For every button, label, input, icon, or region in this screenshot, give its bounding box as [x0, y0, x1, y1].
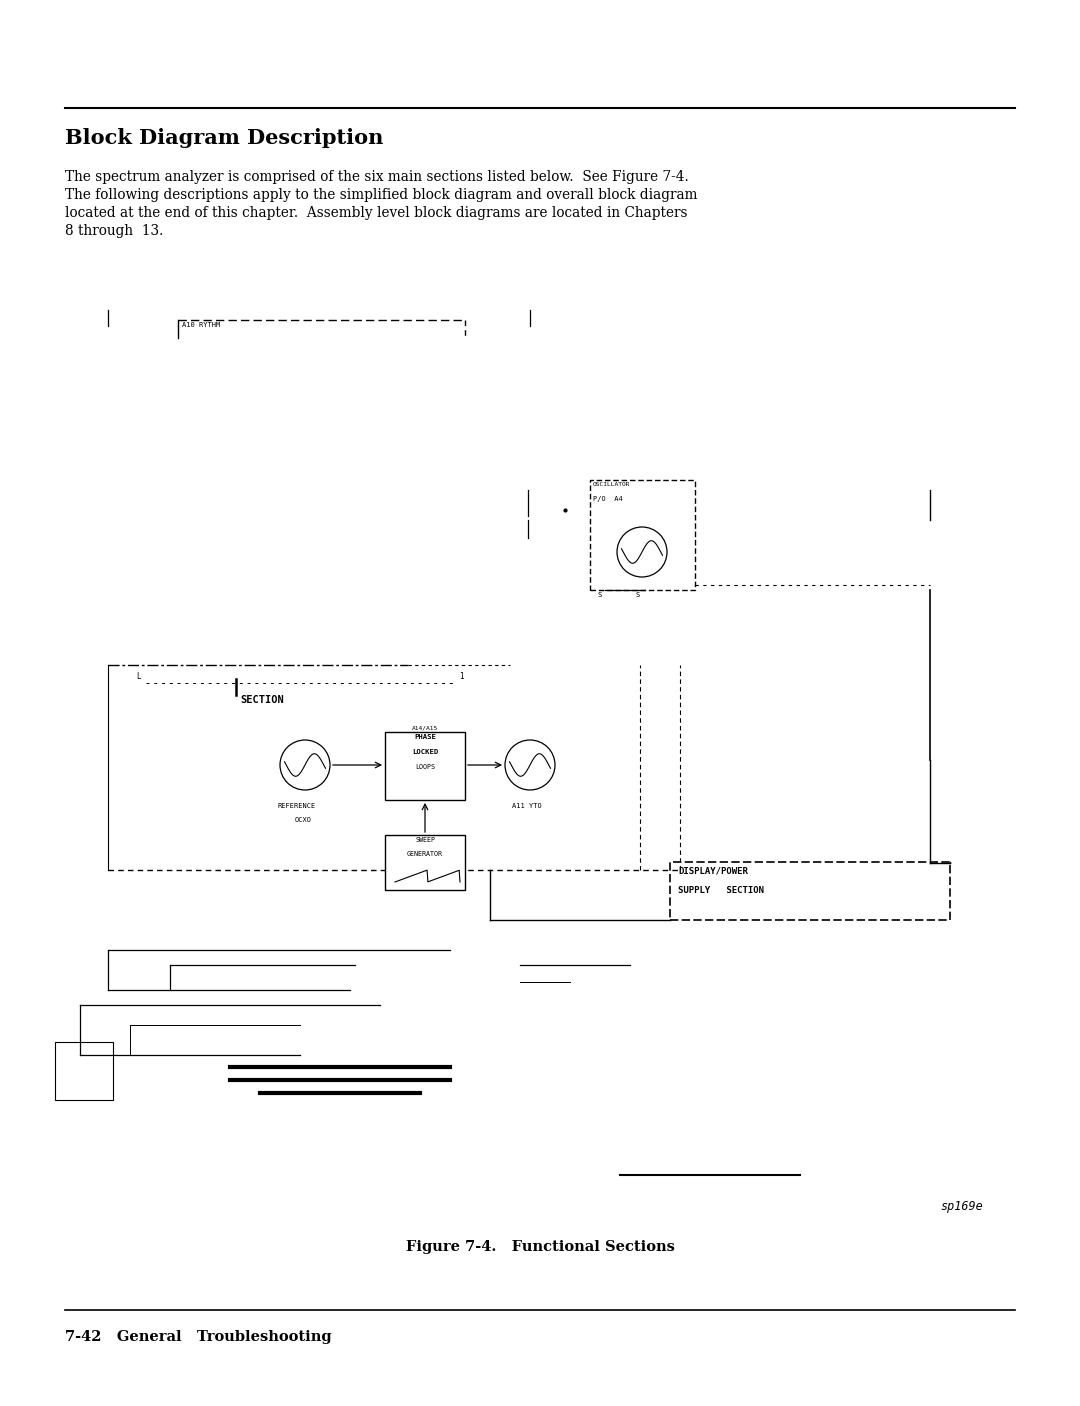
Text: DISPLAY/POWER: DISPLAY/POWER	[678, 866, 747, 875]
Bar	[590, 479, 696, 591]
Text: A10 RYTHM: A10 RYTHM	[183, 322, 220, 328]
Text: The spectrum analyzer is comprised of the six main sections listed below.  See F: The spectrum analyzer is comprised of th…	[65, 170, 689, 184]
Bar	[384, 733, 465, 800]
Text: SUPPLY   SECTION: SUPPLY SECTION	[678, 886, 764, 896]
Text: The following descriptions apply to the simplified block diagram and overall blo: The following descriptions apply to the …	[65, 188, 698, 202]
Text: 1: 1	[460, 672, 464, 681]
Text: located at the end of this chapter.  Assembly level block diagrams are located i: located at the end of this chapter. Asse…	[65, 207, 688, 219]
Text: GENERATOR: GENERATOR	[407, 851, 443, 858]
Text: REFERENCE: REFERENCE	[276, 803, 315, 808]
Text: LOCKED: LOCKED	[411, 749, 438, 755]
Text: P/O  A4: P/O A4	[593, 496, 623, 502]
Text: L: L	[136, 672, 140, 681]
Text: sp169e: sp169e	[940, 1199, 983, 1213]
Bar	[670, 862, 950, 920]
Bar	[55, 1042, 113, 1099]
Text: Block Diagram Description: Block Diagram Description	[65, 128, 383, 148]
Text: SECTION: SECTION	[240, 695, 284, 704]
Text: OSCILLATOR: OSCILLATOR	[593, 482, 631, 486]
Text: 8 through  13.: 8 through 13.	[65, 224, 163, 238]
Text: PHASE: PHASE	[414, 734, 436, 740]
Bar	[384, 835, 465, 890]
Text: S: S	[598, 592, 603, 598]
Text: A14/A15: A14/A15	[411, 725, 438, 730]
Text: SWEEP: SWEEP	[415, 837, 435, 844]
Text: 7-42   General   Troubleshooting: 7-42 General Troubleshooting	[65, 1330, 332, 1344]
Text: OCXO: OCXO	[295, 817, 312, 823]
Text: Figure 7-4.   Functional Sections: Figure 7-4. Functional Sections	[406, 1240, 674, 1254]
Text: S: S	[635, 592, 639, 598]
Text: A11 YTO: A11 YTO	[512, 803, 542, 808]
Text: LOOPS: LOOPS	[415, 763, 435, 770]
